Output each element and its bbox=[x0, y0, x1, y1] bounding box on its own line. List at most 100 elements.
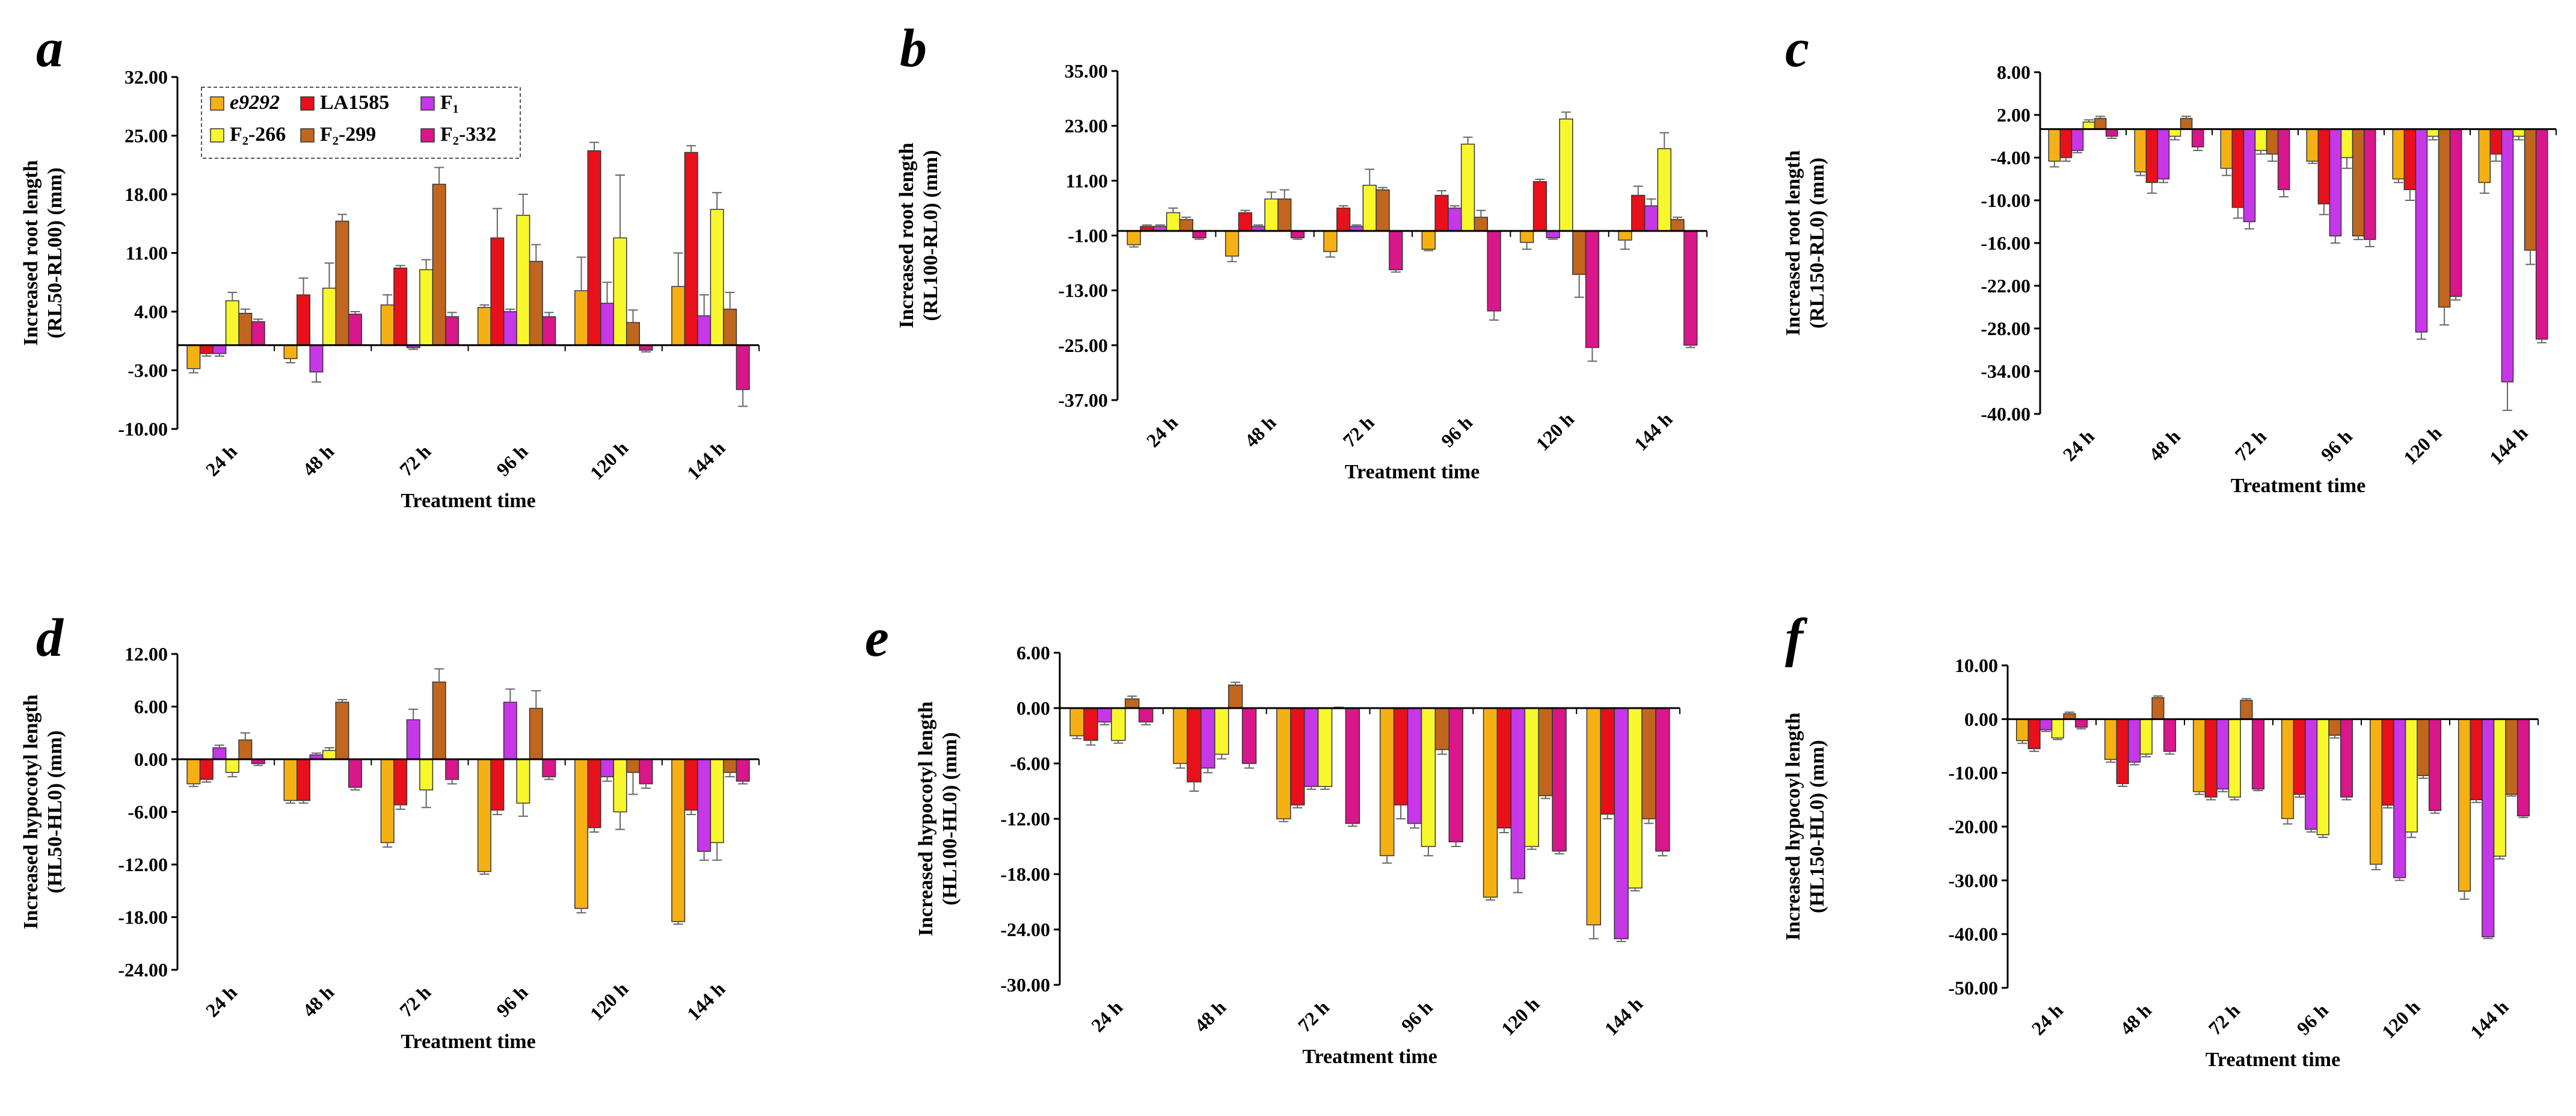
x-tick-label: 144 h bbox=[1630, 408, 1677, 455]
bar-e9292-24 h bbox=[2015, 718, 2029, 741]
bar-F₁-120 h bbox=[1510, 708, 1525, 880]
y-tick-label: -12.00 bbox=[118, 854, 168, 875]
bar-F₂-266-144 h bbox=[710, 759, 724, 843]
bar-F₂-332-96 h bbox=[542, 316, 556, 346]
bar-e9292-72 h bbox=[380, 304, 395, 346]
bar-e9292-48 h bbox=[2134, 128, 2147, 173]
bar-e9292-96 h bbox=[477, 307, 491, 346]
bar-F₂-299-24 h bbox=[1125, 698, 1140, 709]
bar-F₁-24 h bbox=[212, 747, 227, 760]
bar-F₂-299-72 h bbox=[1376, 189, 1390, 232]
x-axis-title: Treatment time bbox=[401, 1031, 535, 1053]
bar-e9292-144 h bbox=[671, 286, 686, 346]
bar-F₂-266-144 h bbox=[2512, 128, 2525, 137]
bar-LA1585-24 h bbox=[2059, 128, 2073, 158]
legend-label: e9292 bbox=[230, 91, 280, 114]
x-tick-label: 24 h bbox=[2059, 425, 2098, 465]
bar-F₂-266-96 h bbox=[516, 215, 530, 346]
y-tick-label: -1.00 bbox=[1068, 225, 1108, 247]
x-tick-label: 48 h bbox=[298, 981, 338, 1021]
bar-F₂-299-96 h bbox=[2352, 128, 2365, 236]
bar-F₂-332-24 h bbox=[2105, 128, 2118, 137]
legend-swatch bbox=[210, 128, 224, 143]
bar-F₂-332-144 h bbox=[2535, 128, 2548, 340]
y-tick-label: -10.00 bbox=[118, 418, 168, 440]
bar-F₂-332-96 h bbox=[1487, 230, 1501, 312]
bar-F₂-299-96 h bbox=[529, 708, 543, 760]
bar-F₂-299-24 h bbox=[1179, 219, 1193, 232]
bar-LA1585-144 h bbox=[2470, 718, 2483, 801]
y-tick-label: 25.00 bbox=[124, 125, 168, 147]
y-tick-label: 2.00 bbox=[1997, 104, 2030, 126]
x-axis-title: Treatment time bbox=[2206, 1049, 2340, 1071]
y-tick-label: 35.00 bbox=[1065, 60, 1108, 82]
bar-e9292-72 h bbox=[1323, 230, 1338, 252]
bar-F₂-266-72 h bbox=[2228, 718, 2241, 798]
bar-F₁-72 h bbox=[2243, 128, 2256, 223]
bar-e9292-72 h bbox=[2220, 128, 2233, 169]
bar-F₂-332-120 h bbox=[639, 759, 653, 785]
bar-F₂-299-24 h bbox=[2094, 118, 2107, 130]
bar-e9292-96 h bbox=[2281, 718, 2295, 819]
bar-LA1585-96 h bbox=[1393, 708, 1409, 806]
bar-F₂-299-48 h bbox=[2151, 697, 2165, 720]
x-tick-label: 144 h bbox=[2485, 422, 2532, 469]
bar-LA1585-120 h bbox=[1496, 708, 1512, 829]
y-tick-label: -6.00 bbox=[1010, 753, 1050, 774]
bar-F₂-332-120 h bbox=[2428, 718, 2442, 811]
bar-F₁-96 h bbox=[1448, 208, 1462, 232]
x-tick-label: 120 h bbox=[1531, 408, 1578, 455]
y-tick-label: -13.00 bbox=[1058, 280, 1108, 301]
bar-e9292-144 h bbox=[671, 759, 686, 922]
bar-LA1585-48 h bbox=[1238, 212, 1252, 232]
bar-F₁-120 h bbox=[600, 303, 614, 346]
bar-F₂-332-48 h bbox=[2191, 128, 2204, 148]
bar-F₂-299-120 h bbox=[2417, 718, 2430, 776]
x-tick-label: 48 h bbox=[1190, 996, 1230, 1036]
bar-F₂-299-48 h bbox=[335, 701, 349, 760]
x-tick-label: 96 h bbox=[2293, 999, 2332, 1039]
bar-F₁-24 h bbox=[212, 344, 227, 354]
bar-F₂-266-96 h bbox=[1460, 143, 1475, 232]
x-tick-label: 24 h bbox=[2027, 999, 2067, 1039]
bar-e9292-120 h bbox=[1483, 708, 1498, 898]
x-tick-label: 48 h bbox=[298, 440, 338, 480]
bar-F₂-299-72 h bbox=[2266, 128, 2279, 155]
y-tick-label: -3.00 bbox=[128, 360, 168, 381]
bar-F₂-299-96 h bbox=[2328, 718, 2341, 736]
y-tick-label: -20.00 bbox=[1948, 816, 1998, 837]
legend-label: F₁ bbox=[440, 91, 459, 114]
y-tick-label: -24.00 bbox=[118, 959, 168, 981]
x-tick-label: 120 h bbox=[2399, 422, 2446, 469]
bar-e9292-96 h bbox=[2306, 128, 2319, 162]
bar-e9292-144 h bbox=[2478, 128, 2491, 183]
bar-F₂-266-96 h bbox=[1421, 708, 1436, 847]
x-tick-label: 72 h bbox=[395, 440, 435, 480]
y-tick-label: -30.00 bbox=[1000, 974, 1050, 996]
bar-F₂-332-48 h bbox=[1290, 230, 1305, 239]
bar-F₂-266-24 h bbox=[1111, 708, 1126, 741]
bar-F₂-266-48 h bbox=[322, 750, 336, 760]
bar-F₂-332-144 h bbox=[736, 759, 750, 782]
y-tick-label: 0.00 bbox=[1964, 708, 1998, 730]
y-tick-label: -12.00 bbox=[1000, 808, 1050, 830]
bar-F₂-299-48 h bbox=[1228, 684, 1243, 709]
y-tick-label: -50.00 bbox=[1948, 977, 1998, 999]
bar-F₁-144 h bbox=[1614, 708, 1629, 940]
x-tick-label: 72 h bbox=[1338, 412, 1378, 451]
y-tick-label: -22.00 bbox=[1981, 275, 2030, 297]
bar-LA1585-96 h bbox=[490, 237, 505, 346]
y-tick-label: -30.00 bbox=[1948, 869, 1998, 891]
y-tick-label: -40.00 bbox=[1948, 923, 1998, 945]
y-tick-label: 4.00 bbox=[134, 301, 168, 322]
y-tick-label: -16.00 bbox=[1981, 232, 2030, 254]
bar-e9292-48 h bbox=[1173, 708, 1188, 764]
bar-F₂-332-72 h bbox=[2251, 718, 2265, 790]
bar-F₁-48 h bbox=[309, 344, 324, 373]
bar-LA1585-96 h bbox=[490, 759, 505, 811]
bar-F₂-332-144 h bbox=[1655, 708, 1670, 852]
bar-F₂-266-144 h bbox=[1628, 708, 1643, 889]
x-tick-label: 24 h bbox=[1087, 996, 1127, 1036]
bar-F₂-266-48 h bbox=[1264, 198, 1279, 232]
y-tick-label: -24.00 bbox=[1000, 919, 1050, 940]
